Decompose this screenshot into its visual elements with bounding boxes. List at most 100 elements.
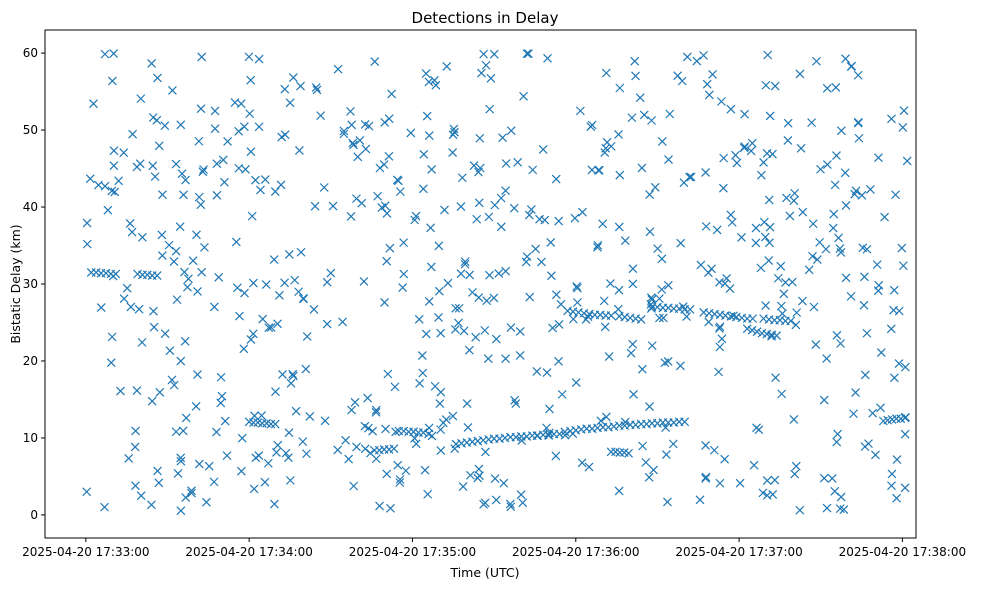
detection-point: [286, 378, 296, 388]
detection-point: [657, 285, 667, 294]
detection-point: [593, 242, 602, 252]
detection-point: [555, 429, 564, 439]
detection-point: [859, 300, 869, 310]
detection-point: [676, 361, 685, 371]
detection-point: [196, 200, 206, 210]
detection-point: [776, 301, 786, 311]
detection-point: [873, 286, 883, 296]
detection-point: [526, 205, 536, 214]
y-tick-label: 30: [23, 277, 38, 291]
plot-frame: [44, 29, 917, 539]
detection-point: [434, 286, 444, 296]
detection-point: [657, 136, 667, 146]
detection-point: [763, 50, 773, 60]
detection-point: [627, 113, 637, 123]
detection-point: [491, 495, 501, 505]
detection-point: [819, 473, 829, 483]
detection-point: [349, 481, 359, 491]
detection-point: [382, 209, 392, 218]
detection-point: [712, 225, 722, 235]
detection-point: [518, 498, 528, 508]
detection-point: [650, 182, 660, 192]
detection-point: [263, 458, 273, 468]
detection-point: [249, 278, 258, 288]
detection-point: [639, 110, 649, 120]
detection-point: [654, 313, 664, 323]
detection-point: [261, 280, 271, 290]
detection-point: [260, 175, 270, 185]
detection-point: [179, 190, 188, 200]
detection-point: [462, 399, 472, 409]
detection-point: [732, 158, 742, 168]
detection-point: [663, 280, 673, 290]
detection-point: [887, 469, 897, 479]
detection-point: [436, 328, 446, 338]
detection-point: [341, 435, 351, 445]
detection-point: [152, 271, 162, 280]
detection-point: [587, 120, 597, 130]
detection-point: [176, 506, 186, 516]
detection-point: [149, 322, 159, 332]
detection-point: [216, 372, 226, 382]
detection-point: [463, 422, 473, 432]
detection-point: [509, 203, 519, 213]
detection-point: [468, 287, 477, 297]
detection-point: [614, 222, 624, 232]
detection-point: [606, 279, 615, 289]
detection-point: [831, 83, 841, 92]
detection-point: [498, 133, 507, 143]
detection-point: [212, 427, 221, 437]
detection-point: [546, 237, 556, 247]
detection-point: [768, 490, 778, 499]
detection-point: [749, 460, 759, 470]
detection-point: [812, 255, 822, 265]
detection-point: [420, 465, 430, 475]
detection-point: [661, 423, 671, 433]
detection-point: [811, 340, 821, 349]
detection-point: [614, 486, 624, 496]
detection-point: [628, 264, 638, 274]
detection-point: [122, 283, 132, 293]
detection-point: [244, 52, 254, 62]
detection-point: [453, 318, 463, 328]
detection-point: [116, 386, 125, 396]
detection-point: [637, 364, 647, 374]
detection-point: [827, 474, 837, 483]
detection-point: [816, 164, 825, 174]
detection-point: [271, 448, 281, 457]
detection-point: [124, 453, 134, 463]
detection-point: [578, 207, 587, 217]
detection-point: [528, 165, 538, 175]
detection-point: [828, 223, 838, 233]
detection-point: [273, 319, 282, 329]
detection-point: [752, 423, 761, 433]
detection-point: [501, 266, 511, 276]
detection-point: [773, 273, 783, 283]
detection-point: [485, 270, 494, 280]
detection-point: [280, 84, 290, 94]
detection-point: [246, 75, 256, 85]
detection-point: [699, 50, 708, 60]
detection-point: [596, 416, 606, 426]
detection-point: [892, 455, 902, 464]
detection-point: [96, 303, 106, 313]
detection-point: [661, 450, 671, 460]
detection-point: [747, 138, 757, 148]
detection-point: [82, 239, 92, 249]
detection-point: [876, 403, 885, 413]
detection-point: [385, 243, 395, 253]
detection-point: [371, 407, 381, 417]
y-tick-label: 50: [23, 123, 38, 137]
detection-point: [395, 187, 405, 197]
detection-point: [832, 151, 841, 160]
detection-point: [714, 324, 724, 333]
detection-point: [187, 486, 196, 496]
detection-point: [427, 165, 437, 174]
detection-point: [296, 81, 305, 91]
detection-point: [245, 109, 255, 119]
detection-point: [352, 194, 361, 204]
detection-point: [283, 453, 293, 463]
detection-point: [822, 160, 832, 170]
detection-point: [100, 502, 109, 512]
detection-point: [836, 492, 846, 502]
